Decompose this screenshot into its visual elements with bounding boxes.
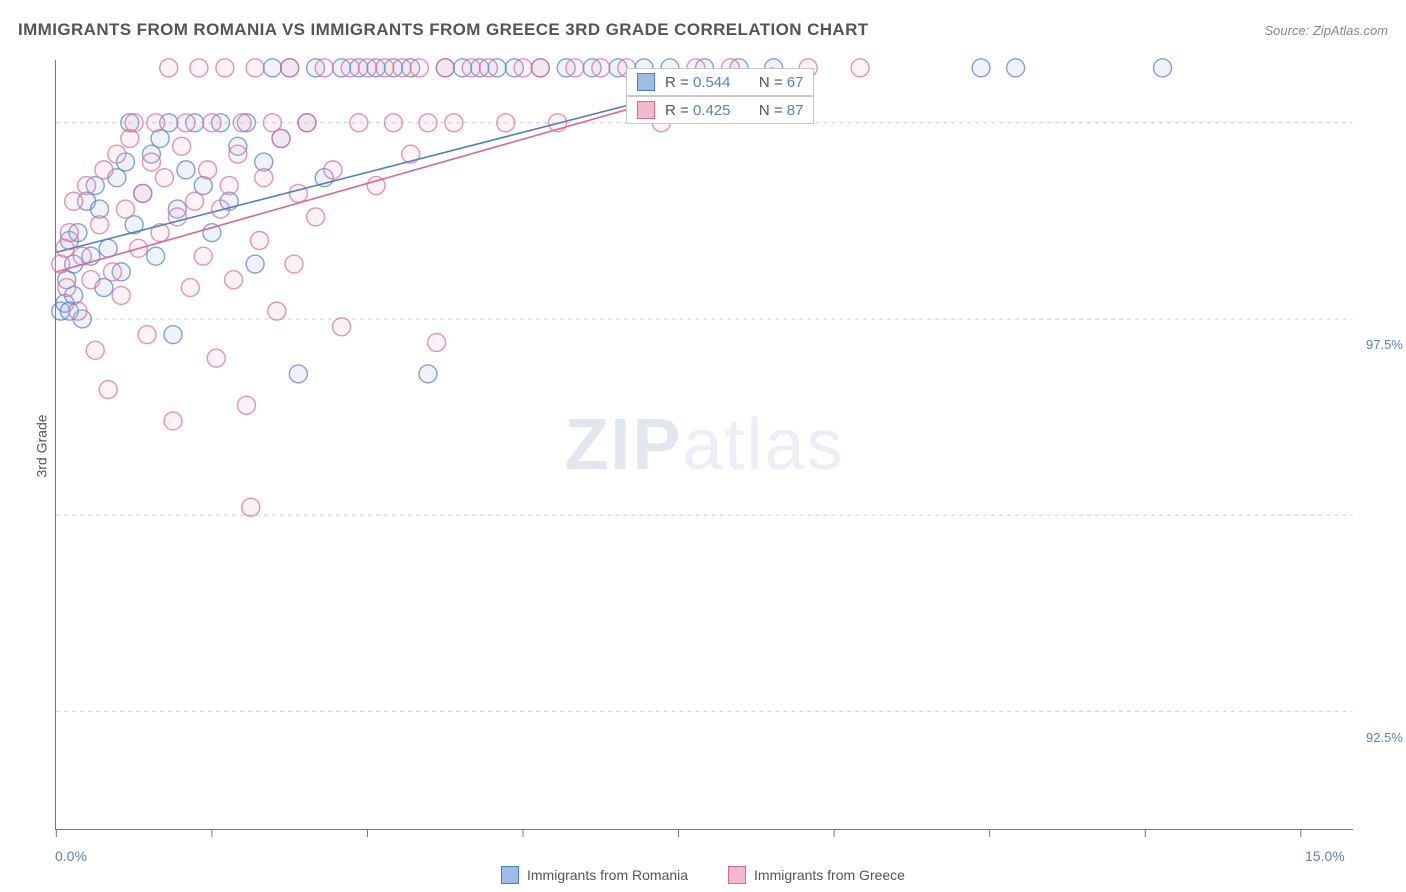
legend: Immigrants from Romania Immigrants from G… — [0, 866, 1406, 884]
legend-label: Immigrants from Greece — [754, 867, 905, 883]
legend-label: Immigrants from Romania — [527, 867, 688, 883]
legend-swatch-icon — [637, 73, 655, 91]
stat-n-label: N = 67 — [759, 74, 804, 91]
y-tick-label: 92.5% — [1366, 730, 1403, 745]
x-tick-label: 15.0% — [1305, 848, 1345, 864]
stat-box: R = 0.544 N = 67 — [626, 68, 814, 96]
stat-box: R = 0.425 N = 87 — [626, 96, 814, 124]
legend-swatch-icon — [501, 866, 519, 884]
source-label: Source: ZipAtlas.com — [1264, 23, 1388, 38]
stat-r-label: R = 0.425 — [665, 102, 730, 119]
stat-n-label: N = 87 — [759, 102, 804, 119]
legend-item: Immigrants from Romania — [501, 866, 688, 884]
legend-item: Immigrants from Greece — [728, 866, 905, 884]
stat-r-label: R = 0.544 — [665, 74, 730, 91]
y-axis-title: 3rd Grade — [34, 414, 50, 477]
legend-swatch-icon — [637, 101, 655, 119]
y-tick-label: 97.5% — [1366, 337, 1403, 352]
plot-area: ZIPatlas R = 0.544 N = 67R = 0.425 N = 8… — [55, 60, 1353, 830]
x-tick-label: 0.0% — [55, 848, 87, 864]
legend-swatch-icon — [728, 866, 746, 884]
chart-title: IMMIGRANTS FROM ROMANIA VS IMMIGRANTS FR… — [18, 20, 869, 40]
scatter-svg — [56, 60, 1353, 829]
